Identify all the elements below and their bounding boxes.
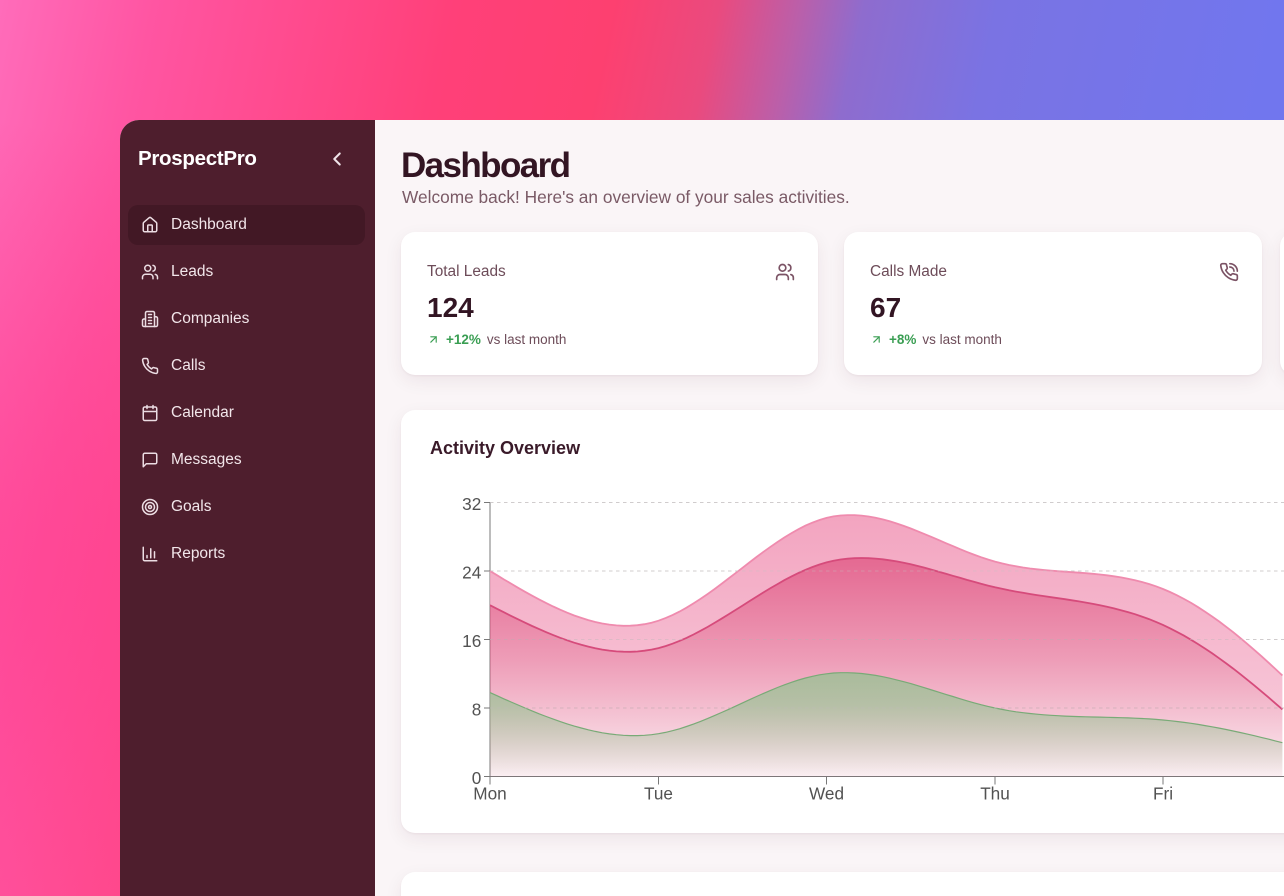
svg-text:24: 24 bbox=[462, 562, 482, 582]
svg-text:Fri: Fri bbox=[1153, 784, 1173, 804]
svg-text:Thu: Thu bbox=[980, 784, 1010, 804]
svg-text:16: 16 bbox=[462, 631, 481, 651]
svg-text:Wed: Wed bbox=[809, 784, 844, 804]
svg-text:0: 0 bbox=[472, 768, 482, 788]
svg-text:Mon: Mon bbox=[473, 784, 506, 804]
svg-text:Tue: Tue bbox=[644, 784, 673, 804]
svg-text:32: 32 bbox=[462, 494, 481, 514]
svg-text:8: 8 bbox=[472, 699, 482, 719]
